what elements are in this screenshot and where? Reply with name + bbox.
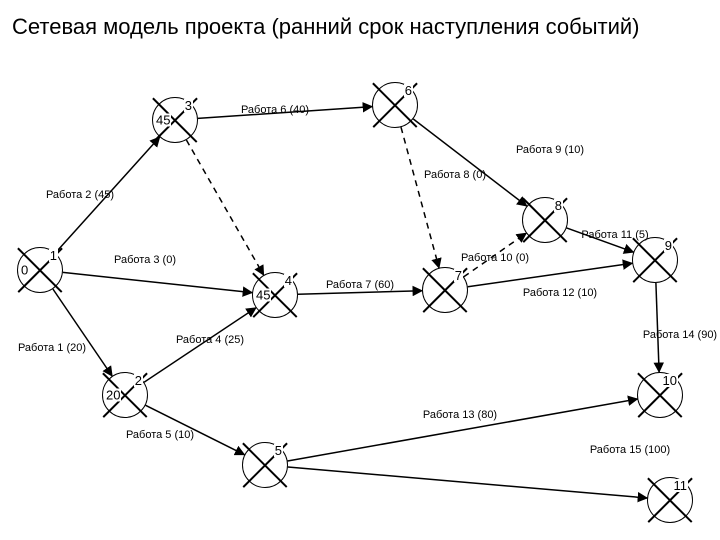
edge-e_9_10 [656, 283, 659, 372]
edge-e_6_8 [413, 119, 526, 206]
edge-label-e_5_10: Работа 13 (80) [422, 409, 498, 421]
edge-e_1_2 [53, 289, 112, 376]
node-n1-top-label: 1 [49, 249, 58, 262]
edge-label-e_1_2: Работа 1 (20) [17, 342, 87, 354]
node-n11-top-label: 11 [673, 479, 689, 492]
edge-label-e_2_4: Работа 4 (25) [175, 334, 245, 346]
node-n8-top-label: 8 [554, 199, 563, 212]
edge-label-e_3_6: Работа 6 (40) [240, 104, 310, 116]
node-n7-top-label: 7 [454, 269, 463, 282]
node-n3-top-label: 3 [184, 99, 193, 112]
node-n2-left-label: 20 [105, 389, 121, 402]
edge-e_1_4 [63, 272, 252, 292]
edge-e_4_7 [298, 291, 422, 295]
node-n3: 3 45 [152, 97, 198, 143]
node-n8: 8 [522, 197, 568, 243]
edge-label-e_7_9: Работа 12 (10) [522, 287, 598, 299]
edge-label-e_9_10: Работа 14 (90) [642, 329, 718, 341]
node-n2-top-label: 2 [134, 374, 143, 387]
edges-layer [0, 0, 720, 540]
edge-label-e_4_7: Работа 7 (60) [325, 279, 395, 291]
node-n9-top-label: 9 [664, 239, 673, 252]
node-n2: 2 20 [102, 372, 148, 418]
node-n1: 10 [17, 247, 63, 293]
edge-label-e_6_7: Работа 8 (0) [423, 169, 487, 181]
node-n4: 4 45 [252, 272, 298, 318]
node-n1-left-label: 0 [20, 264, 29, 277]
node-n4-top-label: 4 [284, 274, 293, 287]
node-n3-left-label: 45 [155, 114, 171, 127]
edge-label-e_1_4: Работа 3 (0) [113, 254, 177, 266]
edge-label-e_2_5: Работа 5 (10) [125, 429, 195, 441]
node-n6-top-label: 6 [404, 84, 413, 97]
edge-label-e_5_11: Работа 15 (100) [589, 444, 671, 456]
node-n9: 9 [632, 237, 678, 283]
node-n4-left-label: 45 [255, 289, 271, 302]
edge-label-e_1_3: Работа 2 (45) [45, 189, 115, 201]
edge-label-e_8_9: Работа 11 (5) [580, 229, 649, 241]
node-n5: 5 [242, 442, 288, 488]
node-n5-top-label: 5 [274, 444, 283, 457]
edge-label-e_7_8: Работа 10 (0) [460, 252, 530, 264]
edge-e_6_7 [401, 127, 439, 268]
edge-e_7_9 [468, 263, 632, 286]
edge-e_3_4 [186, 140, 263, 275]
diagram-canvas: Сетевая модель проекта (ранний срок наст… [0, 0, 720, 540]
node-n7: 7 [422, 267, 468, 313]
node-n10-top-label: 10 [662, 374, 678, 387]
node-n6: 6 [372, 82, 418, 128]
node-n10: 10 [637, 372, 683, 418]
edge-e_5_11 [288, 467, 647, 498]
edge-label-e_6_8: Работа 9 (10) [515, 144, 585, 156]
node-n11: 11 [647, 477, 693, 523]
